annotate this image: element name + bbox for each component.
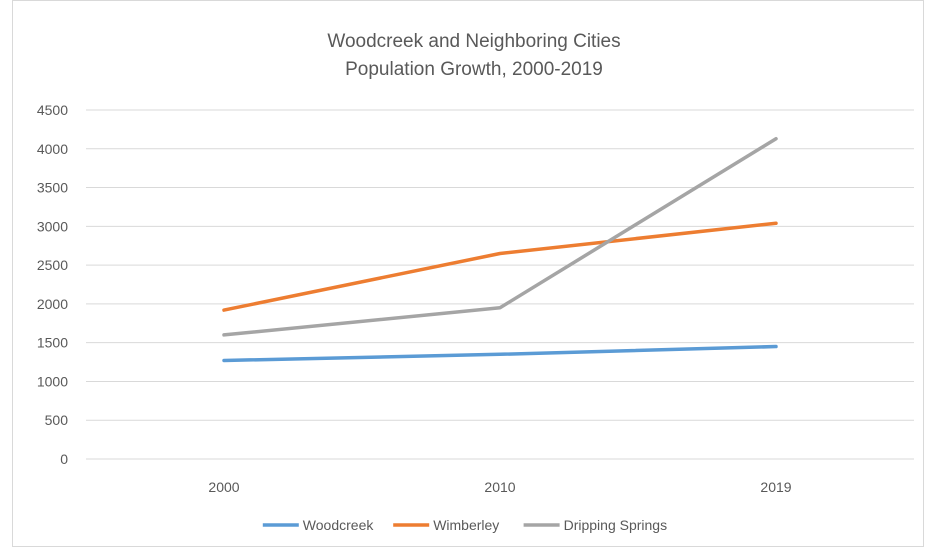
x-tick-label: 2000 <box>208 479 239 495</box>
y-tick-label: 2500 <box>37 257 68 273</box>
series-line-wimberley <box>222 221 778 312</box>
series-line-woodcreek <box>222 344 778 363</box>
chart-frame <box>12 0 924 547</box>
chart-title: Woodcreek and Neighboring Cities <box>327 31 620 52</box>
legend-item-wimberley: Wimberley <box>393 517 499 533</box>
gridlines <box>86 109 914 460</box>
y-tick-label: 1000 <box>37 373 68 389</box>
y-axis-tick-labels: 0 500 1000 1500 2000 2500 3000 3500 4000 4500 <box>37 102 68 467</box>
legend-label: Woodcreek <box>303 517 375 533</box>
y-tick-label: 4000 <box>37 141 68 157</box>
legend-label: Dripping Springs <box>564 517 668 533</box>
x-tick-label: 2019 <box>760 479 791 495</box>
legend: Woodcreek Wimberley Dripping Springs <box>262 517 668 533</box>
y-tick-label: 3000 <box>37 218 68 234</box>
series-line-dripping-springs <box>222 136 778 337</box>
legend-item-dripping-springs: Dripping Springs <box>523 517 668 533</box>
legend-item-woodcreek: Woodcreek <box>262 517 375 533</box>
legend-label: Wimberley <box>433 517 499 533</box>
x-tick-label: 2010 <box>484 479 515 495</box>
y-tick-label: 4500 <box>37 102 68 118</box>
y-tick-label: 0 <box>60 451 68 467</box>
chart-subtitle: Population Growth, 2000-2019 <box>345 59 603 80</box>
x-axis-tick-labels: 2000 2010 2019 <box>208 479 791 495</box>
y-tick-label: 500 <box>45 412 69 428</box>
series-lines <box>222 136 778 363</box>
y-tick-label: 1500 <box>37 335 68 351</box>
y-tick-label: 3500 <box>37 180 68 196</box>
y-tick-label: 2000 <box>37 296 68 312</box>
